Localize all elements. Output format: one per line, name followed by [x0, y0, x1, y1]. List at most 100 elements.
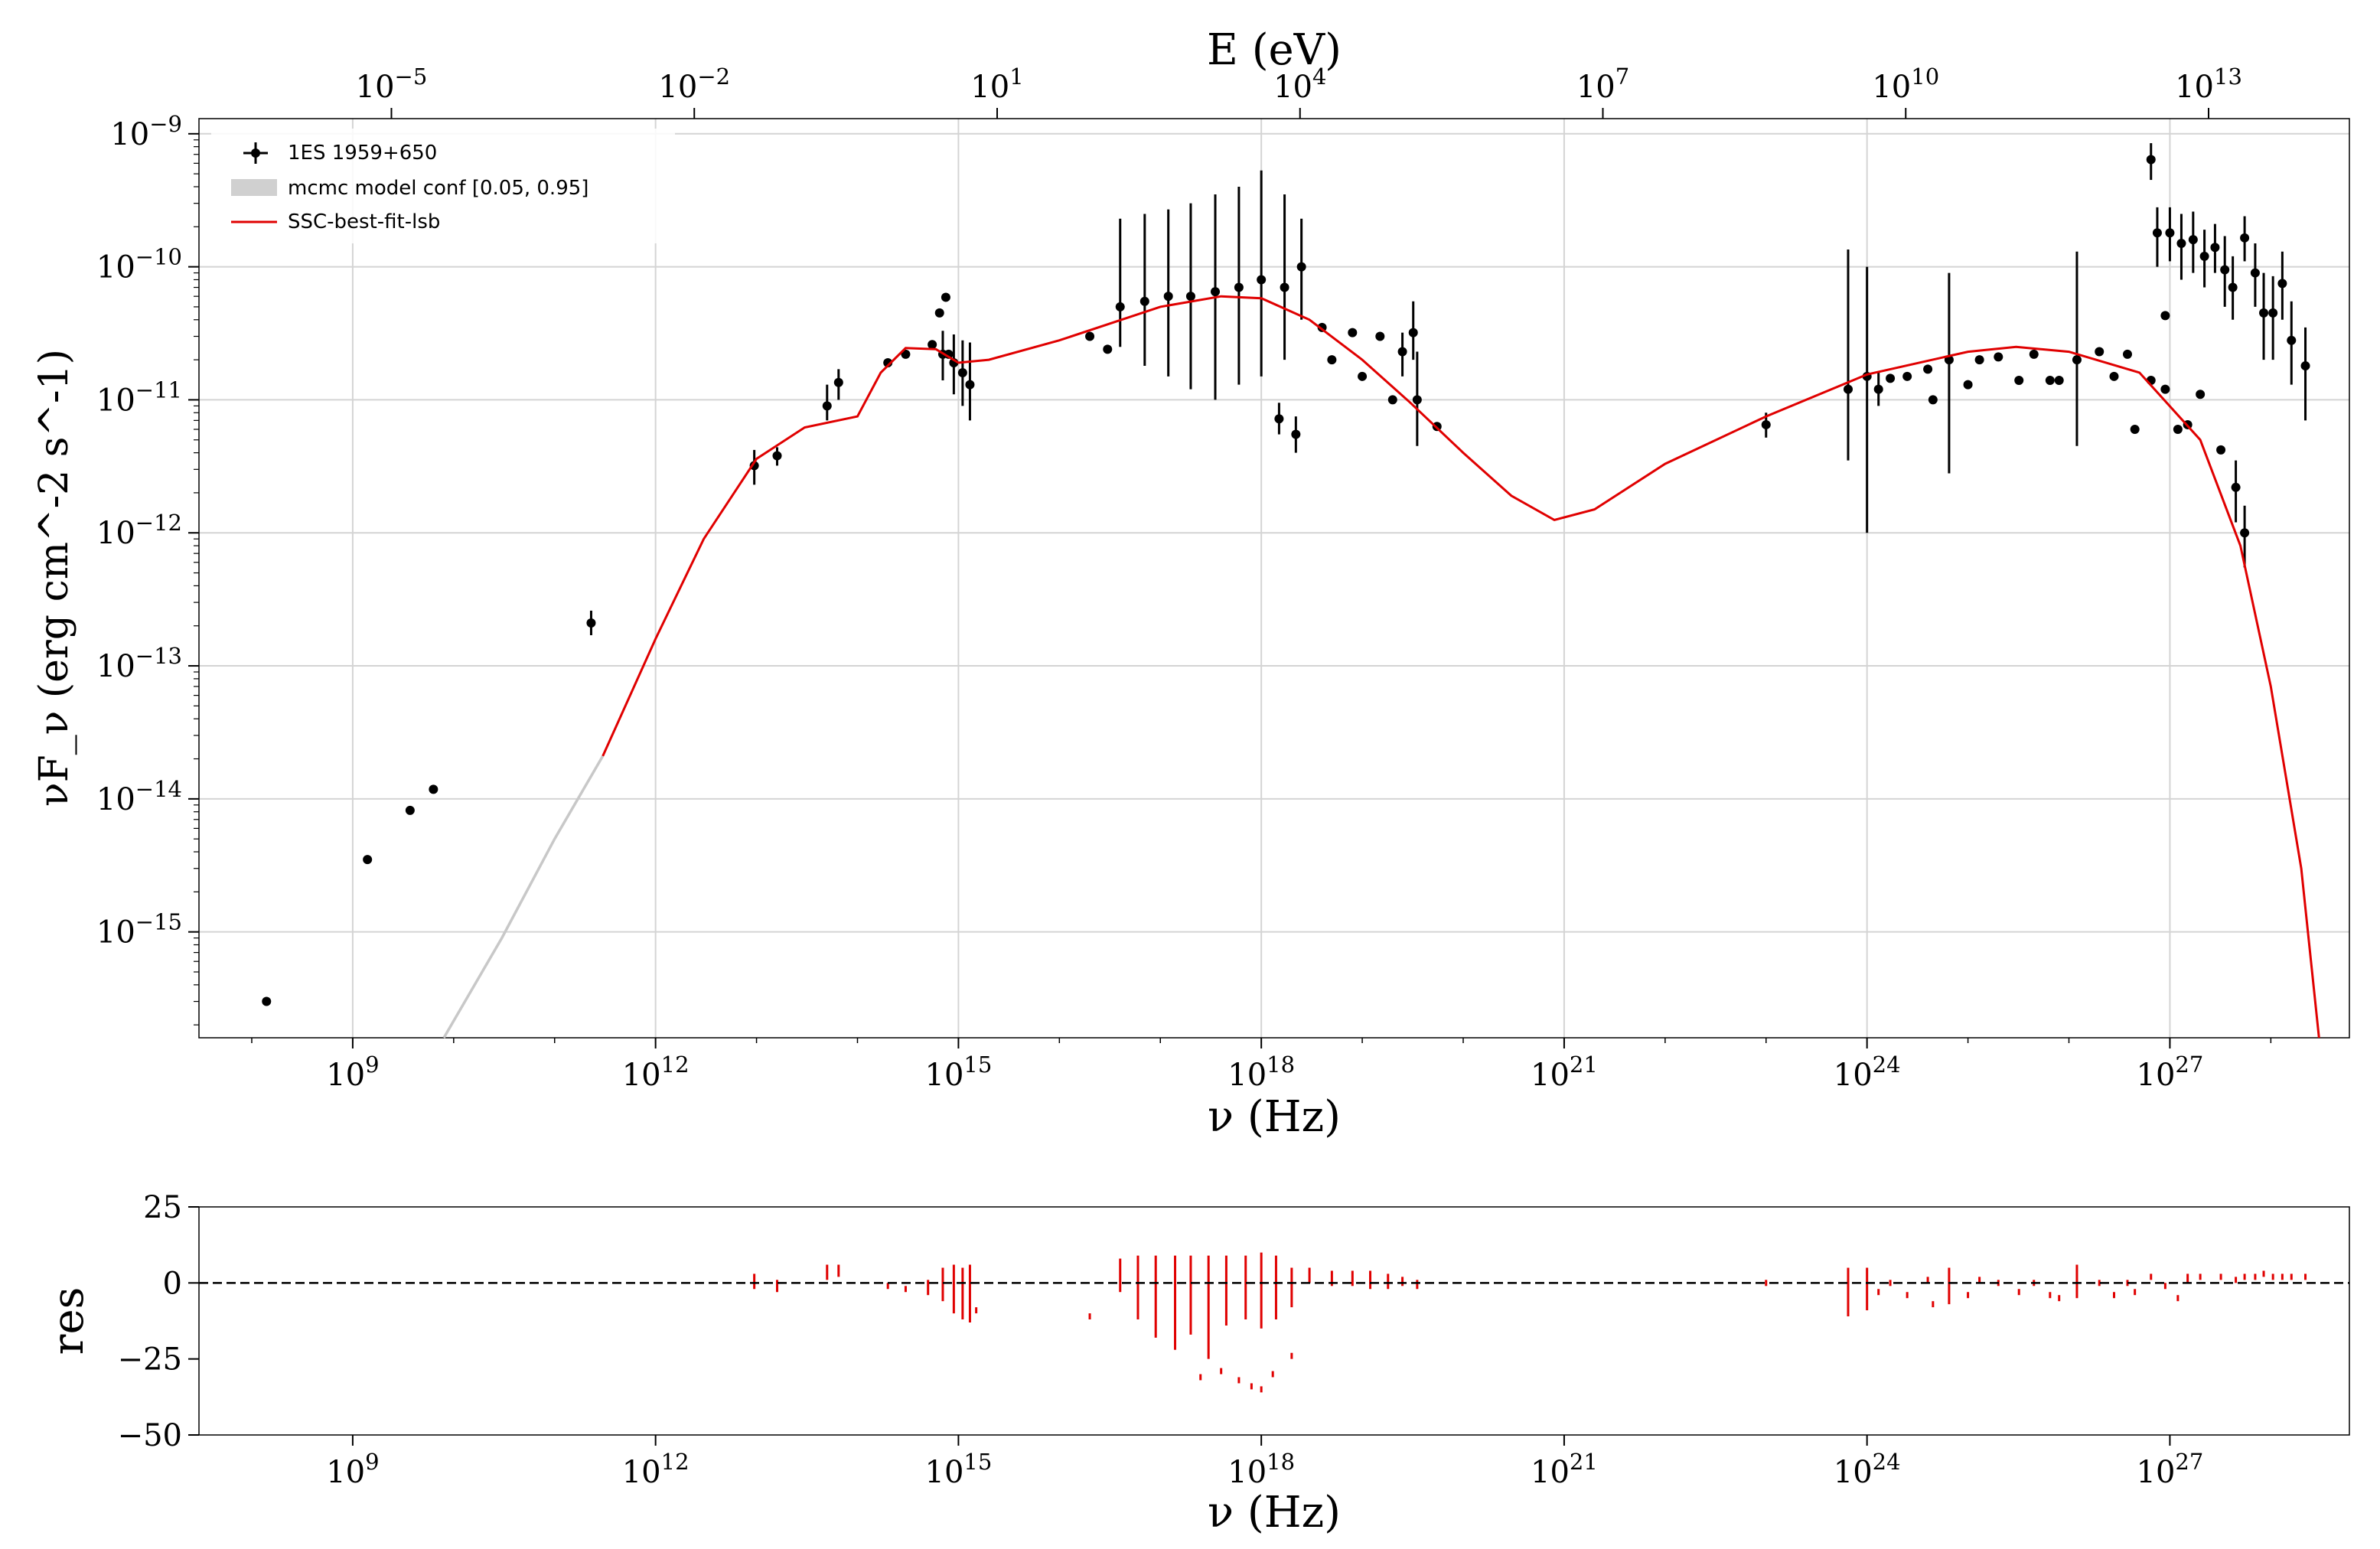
point-marker	[2259, 308, 2269, 318]
point-marker	[2176, 239, 2186, 249]
point-marker	[2216, 445, 2226, 455]
point-marker	[363, 855, 373, 865]
data-point	[1886, 373, 1896, 383]
data-point	[1115, 218, 1125, 347]
point-marker	[2029, 349, 2039, 359]
point-marker	[2173, 424, 2183, 434]
point-marker	[1185, 292, 1195, 302]
point-marker	[2228, 282, 2238, 292]
data-point	[2072, 251, 2082, 446]
data-point	[2287, 301, 2297, 385]
main-plot-frame	[198, 118, 2350, 1039]
y-tick-label: 10−13	[96, 643, 182, 684]
data-point	[2268, 276, 2278, 360]
data-point	[883, 357, 893, 367]
data-point	[2199, 230, 2209, 288]
residual-x-tick-label: 1012	[622, 1449, 690, 1490]
residual-x-tick-label: 1018	[1227, 1449, 1295, 1490]
legend-box	[211, 129, 675, 243]
data-point	[2216, 445, 2226, 455]
data-point	[1085, 331, 1095, 341]
x-tick-label: 1027	[2137, 1052, 2204, 1093]
point-marker	[2199, 251, 2209, 261]
point-marker	[1761, 419, 1771, 429]
data-point	[2014, 376, 2024, 386]
point-marker	[1274, 414, 1284, 424]
point-marker	[1902, 371, 1912, 381]
x-tick-label: 1012	[622, 1052, 690, 1093]
point-marker	[1139, 296, 1149, 306]
point-marker	[1387, 395, 1397, 405]
data-point	[822, 384, 832, 421]
y-tick-label: 10−15	[96, 909, 182, 951]
point-marker	[262, 996, 272, 1006]
data-point	[2240, 216, 2250, 262]
point-marker	[1843, 384, 1853, 394]
conf-band-layer	[442, 755, 605, 1039]
point-marker	[2095, 347, 2105, 357]
data-point	[1387, 395, 1397, 405]
data-point	[2146, 143, 2156, 181]
data-point	[2188, 211, 2198, 273]
legend: 1ES 1959+650 mcmc model conf [0.05, 0.95…	[211, 129, 675, 243]
point-marker	[1358, 371, 1368, 381]
main-y-ticks: 10−9 10−10 10−11 10−12 10−13 10−14 10−15	[96, 111, 199, 1026]
point-marker	[1397, 347, 1407, 357]
point-marker	[1873, 384, 1883, 394]
point-marker	[2072, 355, 2082, 365]
residual-y-tick-label: 0	[163, 1266, 182, 1301]
point-marker	[405, 805, 415, 815]
data-point	[2173, 424, 2183, 434]
point-marker	[1103, 344, 1113, 354]
data-point	[1902, 371, 1912, 381]
x-tick-label: 1015	[925, 1052, 993, 1093]
data-point	[2122, 349, 2132, 359]
data-point	[965, 342, 975, 421]
data-point	[1358, 371, 1368, 381]
legend-label-line: SSC-best-fit-lsb	[288, 210, 440, 233]
data-point	[2250, 243, 2260, 307]
data-point	[901, 349, 911, 359]
point-marker	[2250, 268, 2260, 278]
point-marker	[1115, 302, 1125, 311]
point-marker	[1257, 275, 1267, 285]
data-point	[749, 449, 759, 485]
data-point	[2196, 390, 2206, 399]
data-point	[2277, 251, 2287, 320]
point-marker	[2122, 349, 2132, 359]
main-y-axis-label: νF_ν (erg cm^-2 s^-1)	[31, 349, 77, 807]
point-marker	[883, 357, 893, 367]
data-point	[1103, 344, 1113, 354]
point-marker	[2045, 376, 2055, 386]
point-marker	[1994, 352, 2003, 362]
point-marker	[965, 380, 975, 390]
data-point	[1375, 331, 1385, 341]
point-marker	[2210, 243, 2220, 253]
data-point	[262, 996, 272, 1006]
data-point	[1280, 194, 1289, 360]
point-marker	[1963, 380, 1973, 390]
main-x-axis-label: ν (Hz)	[1208, 1092, 1341, 1142]
data-point	[1234, 186, 1244, 385]
point-marker	[2130, 424, 2140, 434]
conf-band	[442, 755, 605, 1039]
point-marker	[749, 461, 759, 471]
data-point	[772, 447, 782, 466]
residual-marks-layer	[753, 1252, 2307, 1393]
main-top-axis-label: E (eV)	[1207, 25, 1342, 75]
data-point	[1412, 351, 1422, 446]
data-point	[2045, 376, 2055, 386]
data-point	[363, 855, 373, 865]
data-point	[1944, 272, 1954, 474]
point-marker	[2300, 361, 2310, 371]
point-marker	[2287, 335, 2297, 345]
point-marker	[1348, 328, 1358, 338]
point-marker	[1886, 373, 1896, 383]
point-marker	[2014, 376, 2024, 386]
legend-label-data: 1ES 1959+650	[288, 142, 437, 165]
data-point	[2220, 236, 2230, 307]
legend-marker-icon	[243, 142, 268, 164]
point-marker	[1974, 355, 1984, 365]
point-marker	[2109, 371, 2119, 381]
